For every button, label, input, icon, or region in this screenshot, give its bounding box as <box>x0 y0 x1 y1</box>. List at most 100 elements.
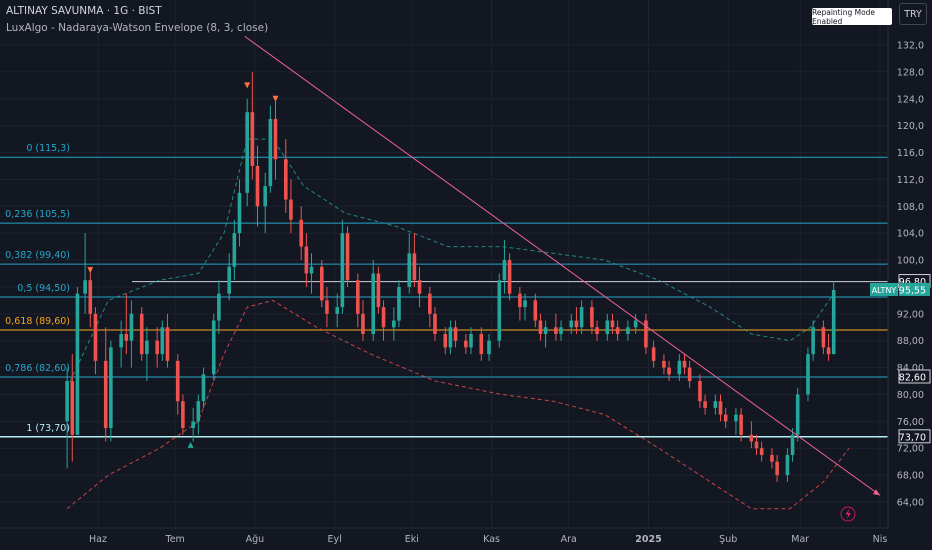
candle <box>397 280 401 328</box>
candle <box>554 313 558 341</box>
candle <box>448 320 453 355</box>
currency-button[interactable]: TRY <box>899 3 927 25</box>
candle <box>826 333 831 361</box>
candle <box>543 320 548 348</box>
candle-body <box>633 320 638 328</box>
trendline[interactable] <box>244 35 881 496</box>
price-tag: 82,60 <box>898 369 931 384</box>
price-tick-label: 132,0 <box>897 41 924 52</box>
candle <box>139 307 144 361</box>
candle-body <box>595 327 599 334</box>
candle <box>507 253 512 301</box>
candle <box>119 320 123 368</box>
candle-body <box>160 327 165 355</box>
candle-body <box>345 233 350 281</box>
candle-body <box>433 313 437 334</box>
candle-body <box>703 401 707 408</box>
fibonacci-levels: 0 (115,3) 0,236 (105,5) 0,382 (99,40) 0,5 (… <box>0 143 888 438</box>
candle-body <box>579 307 584 328</box>
price-tag-bg <box>898 369 931 384</box>
candle <box>662 354 666 375</box>
price-tick-label: 128,0 <box>897 67 924 78</box>
candle <box>356 273 360 328</box>
candle-body <box>507 260 512 294</box>
candle <box>831 281 836 355</box>
sell-signal-marker <box>244 82 251 89</box>
candle-body <box>806 354 810 395</box>
candle <box>268 105 273 193</box>
lightning-icon[interactable] <box>840 506 856 522</box>
candle-body <box>487 340 491 355</box>
candle-body <box>826 347 831 355</box>
candle-body <box>340 233 345 308</box>
price-tick-label: 100,0 <box>897 256 924 267</box>
lower-envelope <box>66 299 850 510</box>
candle-body <box>335 307 340 314</box>
indicator-legend[interactable]: LuxAlgo - Nadaraya-Watson Envelope (8, 3… <box>6 22 269 34</box>
candle-body <box>325 300 329 314</box>
candle <box>644 313 648 355</box>
candle-body <box>392 320 396 328</box>
candle <box>109 340 113 442</box>
candle-body <box>237 192 242 234</box>
time-axis[interactable]: Haz Tem Ağu Eyl Eki Kas Ara 2025 Şub Mar Nis <box>0 527 888 545</box>
symbol-title[interactable]: ALTINAY SAVUNMA · 1G · BIST <box>6 5 162 17</box>
candle-body <box>662 360 666 368</box>
candle-body <box>785 454 790 476</box>
candle-body <box>361 313 365 334</box>
price-tick-label: 76,00 <box>897 417 924 428</box>
candle <box>319 260 324 308</box>
candle-body <box>453 327 458 341</box>
candle <box>103 327 108 442</box>
candle-body <box>543 327 548 334</box>
fib-level-label: 0,382 (99,40) <box>5 250 70 261</box>
candle <box>821 320 826 355</box>
candle <box>361 300 365 341</box>
candle <box>335 293 340 328</box>
candle <box>155 327 159 368</box>
candle-body <box>698 381 702 402</box>
candle-body <box>605 320 610 334</box>
candle <box>775 454 779 482</box>
price-tick-label: 80,00 <box>897 390 924 401</box>
candle-body <box>795 394 800 435</box>
candle <box>289 179 293 234</box>
candle-body <box>93 313 98 361</box>
candle-body <box>145 340 149 355</box>
candle <box>433 307 437 341</box>
candle-body <box>682 360 687 368</box>
candle <box>479 327 484 361</box>
price-tick-label: 72,00 <box>897 444 924 455</box>
candle-body <box>319 266 324 301</box>
candle-body <box>687 367 692 382</box>
time-tick-label: Haz <box>89 534 107 545</box>
candle-body <box>407 253 412 287</box>
candle-body <box>464 340 468 348</box>
price-tick-label: 68,00 <box>897 471 924 482</box>
price-tag-text: 96,80 <box>899 277 926 288</box>
time-tick-label: Mar <box>791 534 809 545</box>
price-axis[interactable]: 64,00 68,00 72,00 76,00 80,00 84,00 88,00 92,00… <box>887 0 924 528</box>
price-tick-label: 88,00 <box>897 336 924 347</box>
candle-body <box>518 293 522 308</box>
candle-body <box>811 327 815 355</box>
candle <box>65 367 69 469</box>
candle-body <box>201 374 206 402</box>
price-tick-label: 64,00 <box>897 498 924 509</box>
candle <box>703 394 707 415</box>
candle <box>595 320 599 341</box>
candle-body <box>417 280 422 294</box>
fib-level-label: 0 (115,3) <box>26 143 70 154</box>
candle <box>453 320 458 348</box>
candle-body <box>615 327 620 334</box>
candle-body <box>103 360 108 429</box>
time-tick-label: Tem <box>165 534 185 545</box>
candle <box>633 313 638 334</box>
candle-body <box>109 347 113 429</box>
candle <box>255 145 260 227</box>
price-tick-label: 84,00 <box>897 363 924 374</box>
candle-body <box>749 434 754 442</box>
candle <box>309 253 314 294</box>
